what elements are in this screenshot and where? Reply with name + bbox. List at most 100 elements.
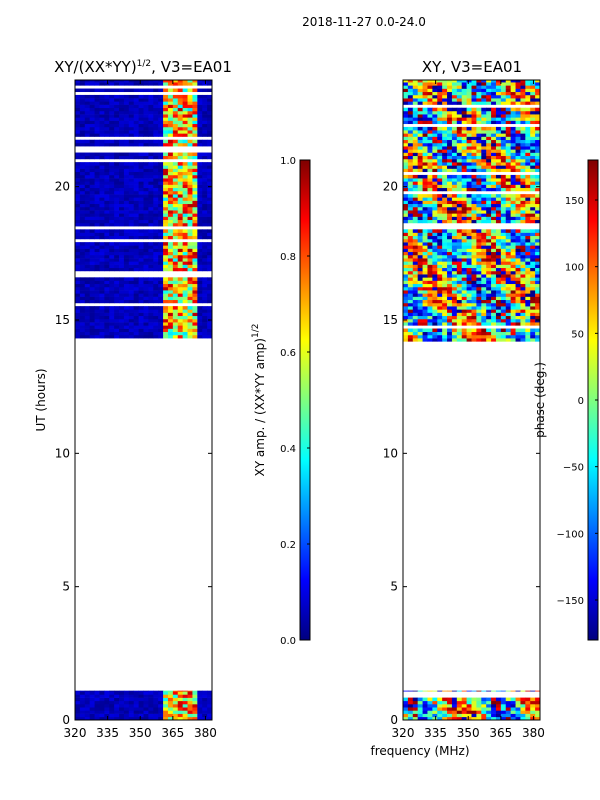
heatmap-cell <box>138 296 144 301</box>
heatmap-cell <box>515 277 521 281</box>
heatmap-cell <box>158 184 164 189</box>
heatmap-cell <box>510 229 516 233</box>
heatmap-cell <box>114 114 120 118</box>
heatmap-cell <box>466 322 472 326</box>
heatmap-cell <box>422 126 428 131</box>
heatmap-cell <box>437 334 443 339</box>
heatmap-cell <box>153 187 159 192</box>
heatmap-cell <box>515 315 521 320</box>
heatmap-cell <box>133 168 139 173</box>
heatmap-cell <box>148 277 154 281</box>
heatmap-cell <box>172 251 179 256</box>
heatmap-cell <box>535 248 541 253</box>
heatmap-cell <box>461 280 467 285</box>
heatmap-cell <box>422 158 428 163</box>
heatmap-cell <box>442 146 448 150</box>
heatmap-cell <box>172 88 179 93</box>
heatmap-cell <box>417 264 423 269</box>
heatmap-cell <box>138 200 144 205</box>
heatmap-cell <box>138 210 144 214</box>
heatmap-cell <box>515 338 521 342</box>
heatmap-cell <box>407 280 414 285</box>
heatmap-cell <box>461 107 467 112</box>
heatmap-cell <box>500 213 507 217</box>
heatmap-cell <box>177 107 184 112</box>
heatmap-cell <box>481 216 487 221</box>
heatmap-cell <box>197 123 203 128</box>
heatmap-cell <box>520 318 526 323</box>
heatmap-cell <box>535 219 541 224</box>
heatmap-cell <box>466 139 472 144</box>
heatmap-cell <box>114 110 120 115</box>
heatmap-cell <box>197 181 203 185</box>
heatmap-cell <box>177 152 184 157</box>
heatmap-cell <box>128 107 135 112</box>
heatmap-cell <box>75 168 81 173</box>
heatmap-cell <box>138 206 144 211</box>
heatmap-cell <box>143 264 149 269</box>
heatmap-cell <box>182 80 188 83</box>
colorbar-tick-label: 0.0 <box>280 636 296 647</box>
heatmap-cell <box>177 110 184 115</box>
heatmap-cell <box>437 200 443 205</box>
heatmap-cell <box>109 187 115 192</box>
heatmap-cell <box>461 302 467 307</box>
heatmap-cell <box>486 219 492 224</box>
heatmap-cell <box>525 270 531 275</box>
heatmap-cell <box>167 334 174 339</box>
heatmap-cell <box>109 293 115 297</box>
heatmap-cell <box>422 280 428 285</box>
heatmap-cell <box>447 152 453 157</box>
heatmap-cell <box>447 94 453 99</box>
heatmap-cell <box>89 101 95 105</box>
heatmap-cell <box>486 210 492 214</box>
heatmap-cell <box>192 178 198 182</box>
heatmap-cell <box>79 222 86 227</box>
heatmap-cell <box>466 235 472 240</box>
heatmap-cell <box>153 213 159 217</box>
heatmap-cell <box>153 104 159 109</box>
heatmap-cell <box>79 216 86 221</box>
heatmap-cell <box>515 293 521 297</box>
heatmap-cell <box>427 142 433 147</box>
heatmap-cell <box>167 232 174 237</box>
heatmap-cell <box>437 277 443 281</box>
heatmap-cell <box>89 213 95 217</box>
heatmap-cell <box>422 716 428 721</box>
heatmap-cell <box>202 296 208 301</box>
heatmap-cell <box>403 88 409 93</box>
heatmap-cell <box>495 210 502 214</box>
heatmap-cell <box>123 165 130 169</box>
heatmap-cell <box>456 146 463 150</box>
heatmap-cell <box>109 694 115 698</box>
heatmap-cell <box>99 107 105 112</box>
heatmap-cell <box>109 213 115 217</box>
heatmap-cell <box>491 130 497 134</box>
colorbar-tick-label: 100 <box>565 263 584 274</box>
heatmap-cell <box>114 707 120 711</box>
heatmap-cell <box>128 120 135 125</box>
heatmap-cell <box>486 245 492 249</box>
heatmap-cell <box>525 133 531 137</box>
heatmap-cell <box>412 322 419 326</box>
heatmap-cell <box>148 210 154 214</box>
heatmap-cell <box>432 197 438 201</box>
heatmap-cell <box>505 302 512 307</box>
heatmap-cell <box>148 194 154 198</box>
heatmap-cell <box>451 133 458 137</box>
heatmap-cell <box>153 713 159 718</box>
heatmap-cell <box>451 184 458 189</box>
heatmap-cell <box>407 155 414 160</box>
heatmap-cell <box>89 126 95 131</box>
heatmap-cell <box>153 123 159 128</box>
heatmap-cell <box>422 270 428 275</box>
heatmap-cell <box>109 707 115 711</box>
heatmap-cell <box>163 322 169 326</box>
heatmap-cell <box>143 704 149 708</box>
heatmap-cell <box>172 162 179 166</box>
heatmap-cell <box>79 114 86 118</box>
heatmap-cell <box>143 328 149 333</box>
heatmap-cell <box>177 325 184 329</box>
heatmap-cell <box>530 261 536 265</box>
heatmap-cell <box>461 139 467 144</box>
